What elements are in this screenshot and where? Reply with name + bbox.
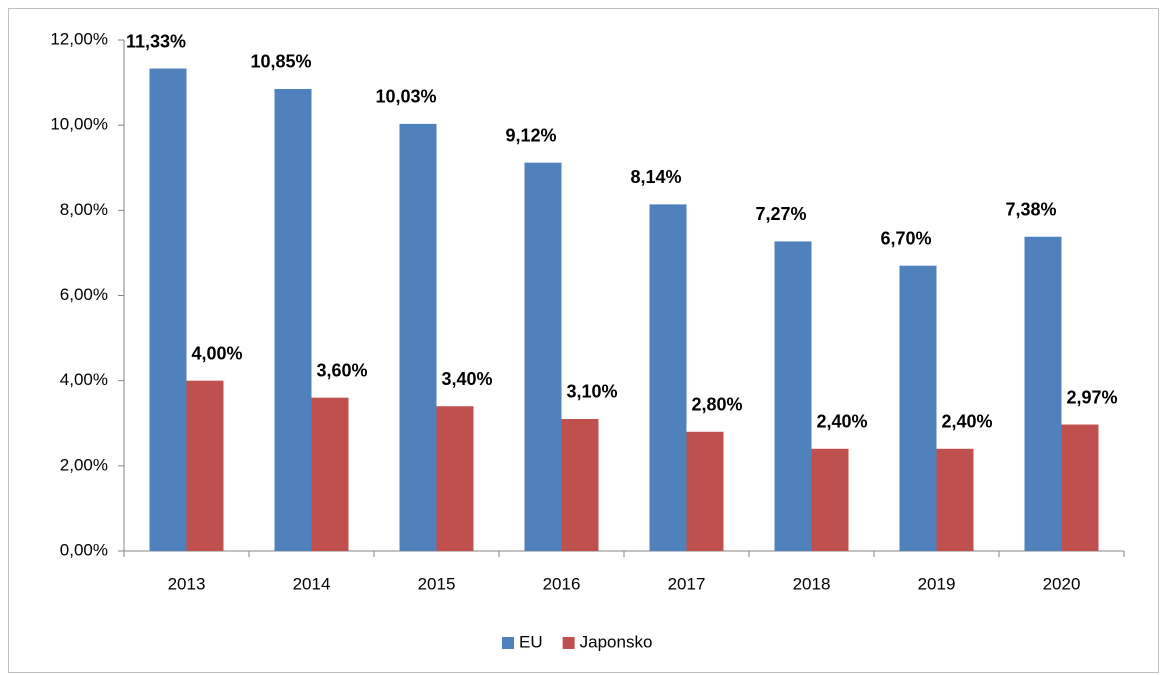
legend-swatch <box>502 637 514 649</box>
bar <box>524 162 562 551</box>
x-tick-label: 2013 <box>168 574 206 593</box>
x-tick-label: 2016 <box>543 574 581 593</box>
value-label: 6,70% <box>880 228 931 248</box>
y-tick-label: 2,00% <box>60 455 108 474</box>
value-label: 7,38% <box>1005 199 1056 219</box>
value-label: 2,40% <box>941 412 992 432</box>
value-label: 4,00% <box>191 343 242 363</box>
value-label: 2,40% <box>816 412 867 432</box>
y-tick-label: 10,00% <box>50 115 108 134</box>
bar <box>561 418 599 551</box>
value-label: 11,33% <box>126 31 186 51</box>
y-tick-label: 4,00% <box>60 370 108 389</box>
value-label: 3,40% <box>441 369 492 389</box>
chart-border <box>8 8 1159 673</box>
bar <box>186 380 224 551</box>
legend-label: EU <box>519 632 543 651</box>
y-tick-label: 6,00% <box>60 285 108 304</box>
value-label: 8,14% <box>630 167 681 187</box>
x-tick-label: 2014 <box>293 574 331 593</box>
bar <box>899 265 937 551</box>
value-label: 10,03% <box>375 87 436 107</box>
bar <box>436 406 474 551</box>
value-label: 3,10% <box>566 382 617 402</box>
value-label: 10,85% <box>250 52 311 72</box>
value-label: 9,12% <box>505 125 556 145</box>
bar <box>811 448 849 551</box>
legend-label: Japonsko <box>580 632 653 651</box>
value-label: 2,80% <box>691 395 742 415</box>
bar <box>274 88 312 552</box>
bar <box>1024 236 1062 552</box>
legend-swatch <box>562 637 575 649</box>
x-tick-label: 2020 <box>1043 574 1081 593</box>
y-tick-label: 8,00% <box>60 200 108 219</box>
bar <box>774 241 812 551</box>
x-tick-label: 2015 <box>418 574 456 593</box>
x-tick-label: 2019 <box>918 574 956 593</box>
value-label: 3,60% <box>316 360 367 380</box>
bar <box>149 68 187 552</box>
bar <box>936 448 974 551</box>
bar <box>686 431 724 551</box>
bar <box>399 123 437 552</box>
y-tick-label: 12,00% <box>50 29 108 48</box>
x-tick-label: 2017 <box>668 574 706 593</box>
bar <box>1061 424 1099 551</box>
value-label: 2,97% <box>1066 387 1117 407</box>
value-label: 7,27% <box>755 204 806 224</box>
y-tick-label: 0,00% <box>60 540 108 559</box>
bar <box>311 397 349 551</box>
bar <box>649 204 687 551</box>
x-tick-label: 2018 <box>793 574 831 593</box>
